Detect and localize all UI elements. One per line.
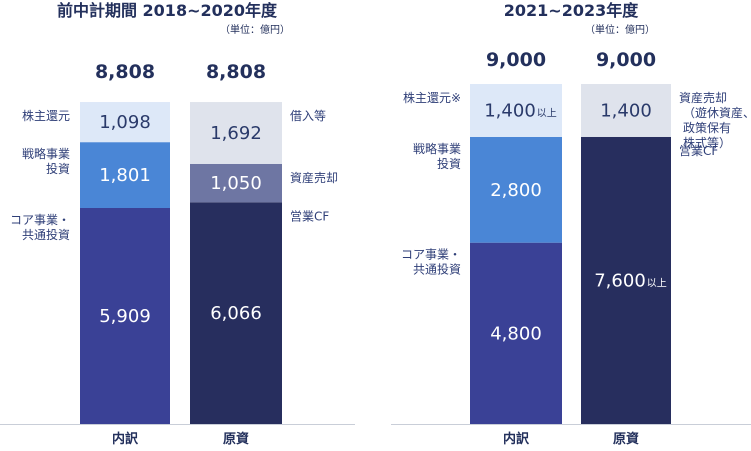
data-label: 7,600 (594, 270, 646, 291)
segment-name-line: コア事業・ (10, 213, 70, 227)
category-label: 原資 (223, 431, 249, 447)
segment-name-line: 戦略事業 (413, 141, 461, 156)
segment-name-line: 共通投資 (22, 227, 70, 242)
data-label: 1,692 (210, 123, 262, 144)
segment-name-line: 投資 (437, 156, 461, 171)
data-label: 1,400 (600, 100, 652, 121)
segment-name-line: 資産売却 (290, 170, 338, 185)
bar-segment (581, 84, 671, 137)
bar-segment (190, 102, 282, 164)
segment-name-label: 戦略事業投資 (413, 141, 461, 171)
bar-segment (470, 84, 562, 137)
segment-name-label: 株主還元 (22, 108, 70, 123)
stacked-bar-2: 6,066 営業CF 1,050 資産売却 1,692 借入等 8,808 原資 (190, 61, 338, 447)
stacked-bar-1: 5,909 コア事業・共通投資 1,801 戦略事業投資 1,098 株主還元 8,808 内… (10, 61, 170, 447)
segment-name-line: 営業CF (679, 144, 718, 158)
category-label: 内訳 (503, 431, 530, 447)
data-label: 1,098 (99, 112, 151, 133)
category-label: 原資 (613, 431, 639, 447)
segment-name-line: （遊休資産、 (683, 105, 751, 120)
bar-segment (80, 102, 170, 143)
chart-title: 前中計期間 2018~2020年度 (57, 1, 278, 20)
chart-panel-2: 2021~2023年度 （単位：億円） 4,800 コア事業・共通投資 2,800 戦略事… (391, 1, 751, 447)
data-label-suffix: 以上 (537, 107, 557, 119)
data-label-suffix: 以上 (647, 277, 667, 289)
segment-name-label: 資産売却 (290, 170, 338, 185)
segment-name-label: 株主還元※ (403, 90, 461, 105)
data-label: 1,400 (484, 100, 536, 121)
chart-panel-1: 前中計期間 2018~2020年度 （単位：億円） 5,909 コア事業・共通投資 1,… (0, 1, 355, 447)
segment-name-line: 共通投資 (413, 262, 461, 277)
segment-name-line: 投資 (46, 161, 70, 176)
bar-segment (470, 242, 562, 424)
segment-name-label: 資産売却（遊休資産、政策保有株式等） (679, 90, 751, 150)
segment-name-line: 政策保有 (683, 121, 731, 135)
segment-name-label: コア事業・共通投資 (401, 248, 461, 277)
segment-name-label: 営業CF (290, 209, 329, 223)
bar-segment (80, 142, 170, 208)
bar-segment (470, 136, 562, 243)
segment-name-line: 株主還元 (22, 108, 70, 123)
segment-name-line: コア事業・ (401, 248, 461, 262)
chart-title: 2021~2023年度 (504, 1, 639, 20)
data-label: 6,066 (210, 303, 262, 324)
segment-name-line: 株式等） (683, 135, 731, 150)
bar-segment (581, 136, 671, 424)
bar-segment (80, 207, 170, 424)
unit-label: （単位：億円） (220, 23, 290, 36)
segment-name-line: 資産売却 (679, 90, 727, 105)
bar-total-label: 9,000 (486, 49, 546, 71)
data-label: 2,800 (490, 180, 542, 201)
category-label: 内訳 (112, 431, 139, 447)
bar-total-label: 9,000 (596, 49, 656, 71)
segment-name-line: 株主還元※ (403, 90, 461, 105)
segment-name-line: 戦略事業 (22, 146, 70, 161)
data-label: 5,909 (99, 306, 151, 327)
segment-name-label: 戦略事業投資 (22, 146, 70, 176)
segment-name-line: 借入等 (290, 109, 326, 123)
segment-name-label: 営業CF (679, 144, 718, 158)
bar-segment (190, 163, 282, 203)
data-label: 1,050 (210, 173, 262, 194)
unit-label: （単位：億円） (585, 23, 655, 36)
segment-name-label: 借入等 (290, 109, 326, 123)
segment-name-label: コア事業・共通投資 (10, 213, 70, 242)
bar-segment (190, 202, 282, 424)
stacked-bar-1: 4,800 コア事業・共通投資 2,800 戦略事業投資 1,400 以上 株主還元※ 9,0… (401, 49, 562, 447)
segment-name-line: 営業CF (290, 209, 329, 223)
data-label: 4,800 (490, 323, 542, 344)
data-label: 1,801 (99, 165, 151, 186)
bar-total-label: 8,808 (95, 61, 155, 83)
bar-total-label: 8,808 (206, 61, 266, 83)
stacked-bar-2: 7,600 以上 営業CF 1,400 資産売却（遊休資産、政策保有株式等） 9,000 原… (581, 49, 751, 447)
